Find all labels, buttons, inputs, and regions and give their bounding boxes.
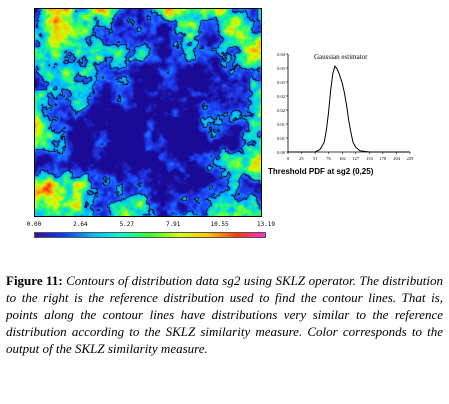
pdf-x-tick-label: 127: [352, 156, 360, 161]
caption-text: Contours of distribution data sg2 using …: [6, 273, 443, 356]
pdf-x-tick-label: 153: [366, 156, 374, 161]
colorbar-tick: 0.00: [26, 221, 42, 228]
pdf-y-tick-label: 0.01: [277, 122, 285, 127]
figure-caption: Figure 11: Contours of distribution data…: [6, 272, 443, 357]
pdf-x-tick-label: 0: [287, 156, 290, 161]
pdf-y-tick-label: 0.02: [277, 108, 285, 113]
colorbar-tick: 7.91: [165, 221, 181, 228]
pdf-x-tick-label: 76: [326, 156, 331, 161]
pdf-y-ticks: 0.00 0.01 0.01 0.02 0.02 0.03 0.03 0.04: [277, 52, 288, 155]
pdf-legend-label: Gaussian estimator: [314, 53, 368, 61]
pdf-x-tick-label: 204: [393, 156, 401, 161]
colorbar: [34, 232, 266, 238]
pdf-y-tick-label: 0.02: [277, 94, 285, 99]
pdf-x-tick-label: 102: [339, 156, 346, 161]
colorbar-tick: 13.19: [256, 221, 276, 228]
pdf-y-tick-label: 0.00: [277, 150, 286, 155]
pdf-chart-title: Threshold PDF at sg2 (0,25): [268, 167, 374, 176]
pdf-y-tick-label: 0.04: [277, 52, 286, 57]
pdf-x-tick-label: 25: [299, 156, 304, 161]
caption-label: Figure 11:: [6, 273, 63, 288]
pdf-y-tick-label: 0.03: [277, 66, 286, 71]
pdf-axes: [287, 54, 410, 153]
pdf-y-tick-label: 0.03: [277, 80, 286, 85]
pdf-x-tick-label: 51: [313, 156, 318, 161]
pdf-x-ticks: 0 25 51 76 102 127 153 178 204 229: [287, 152, 414, 161]
threshold-pdf-chart: 0.00 0.01 0.01 0.02 0.02 0.03 0.03 0.04 0 25 51 76…: [277, 52, 414, 161]
similarity-heatmap: [34, 8, 262, 217]
colorbar-tick-labels: 0.00 2.64 5.27 7.91 10.55 13.19: [27, 221, 275, 231]
pdf-x-tick-label: 178: [379, 156, 387, 161]
colorbar-tick: 2.64: [73, 221, 88, 228]
colorbar-tick: 5.27: [119, 221, 135, 228]
pdf-x-tick-label: 229: [407, 156, 415, 161]
pdf-axis-lines: [287, 54, 410, 153]
pdf-y-tick-label: 0.01: [277, 136, 285, 141]
heatmap-canvas: [35, 9, 261, 216]
pdf-series-line: [288, 65, 410, 153]
colorbar-tick: 10.55: [210, 221, 229, 228]
